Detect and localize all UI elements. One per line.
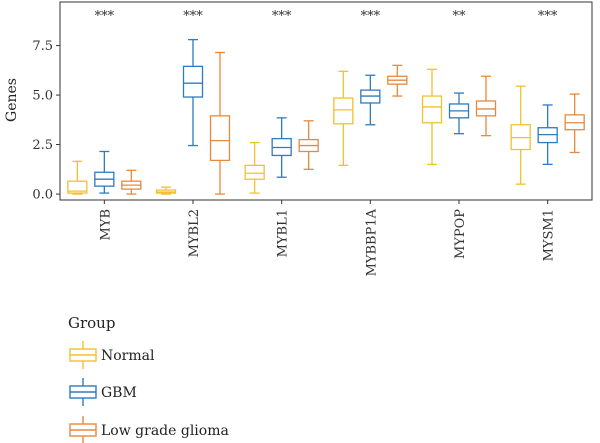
box-iqr [333, 97, 354, 125]
box-iqr [421, 95, 443, 124]
box-mybbp1a-1 [360, 74, 381, 126]
y-axis-title: Genes [4, 78, 20, 122]
significance-label: *** [183, 9, 203, 24]
box-myb-0 [67, 160, 88, 195]
category-label: MYBL1 [276, 209, 291, 257]
box-iqr [182, 65, 204, 98]
significance-label: *** [538, 9, 558, 24]
legend: Group Normal GBM Low grade glioma [68, 314, 229, 443]
y-tick-label: 5.0 [32, 89, 53, 104]
box-mybl1-1 [271, 117, 292, 178]
box-iqr [67, 180, 88, 194]
box-mypop-0 [421, 68, 443, 166]
box-mybbp1a-2 [387, 64, 408, 97]
plot-frame [59, 1, 593, 201]
boxes [67, 38, 585, 195]
axes: 0.0 2.5 5.0 7.5 [32, 1, 593, 204]
y-tick-label: 7.5 [32, 39, 53, 54]
legend-item: Low grade glioma [69, 416, 229, 443]
box-mysm1-1 [537, 104, 558, 166]
box-mysm1-0 [510, 85, 531, 185]
category-label: MYBBP1A [364, 208, 379, 276]
box-mybl1-2 [298, 120, 319, 170]
box-mysm1-2 [564, 93, 585, 154]
category-label: MYSM1 [542, 209, 557, 261]
labels: MYB *** MYBL2 *** MYBL1 *** MYBBP1A *** MYPOP ** M… [95, 9, 558, 276]
box-mybl2-1 [182, 38, 204, 147]
box-myb-1 [94, 150, 115, 194]
legend-label: Low grade glioma [101, 423, 229, 439]
box-mybbp1a-0 [333, 70, 354, 167]
box-mypop-1 [448, 92, 470, 135]
significance-label: *** [361, 9, 381, 24]
legend-item: Normal [69, 341, 155, 369]
significance-label: ** [453, 9, 467, 24]
box-iqr [209, 115, 231, 162]
category-label: MYB [98, 209, 113, 240]
box-mypop-2 [475, 75, 497, 137]
box-mybl2-0 [155, 186, 177, 195]
y-tick-label: 2.5 [32, 138, 53, 153]
legend-item: GBM [69, 378, 137, 406]
legend-title: Group [68, 314, 115, 332]
significance-label: *** [95, 9, 115, 24]
legend-label: Normal [101, 348, 155, 364]
box-iqr [244, 164, 265, 180]
box-myb-2 [121, 169, 142, 195]
category-label: MYPOP [453, 209, 468, 259]
y-tick-label: 0.0 [32, 188, 53, 203]
box-mybl2-2 [209, 51, 231, 195]
box-mybl1-0 [244, 141, 265, 194]
category-label: MYBL2 [187, 209, 202, 257]
legend-label: GBM [101, 385, 137, 401]
significance-label: *** [272, 9, 292, 24]
